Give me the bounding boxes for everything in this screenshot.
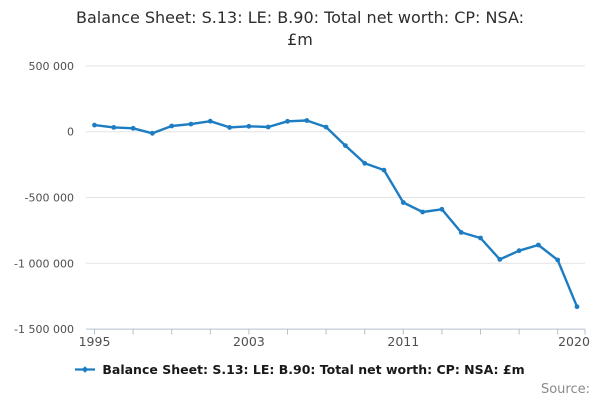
data-point [246, 123, 252, 129]
legend-series-label: Balance Sheet: S.13: LE: B.90: Total net… [102, 362, 525, 377]
data-point [130, 125, 136, 131]
data-point [362, 160, 368, 166]
data-point [400, 200, 406, 205]
data-point [188, 121, 194, 127]
data-point [169, 123, 175, 129]
legend[interactable]: Balance Sheet: S.13: LE: B.90: Total net… [0, 362, 600, 377]
data-point [574, 304, 580, 310]
data-point [497, 257, 503, 262]
data-point [150, 130, 155, 136]
data-point [555, 257, 561, 263]
data-point [265, 124, 271, 130]
y-tick-label: 500 000 [29, 60, 75, 73]
data-point [323, 124, 329, 130]
data-point [439, 206, 445, 212]
data-point [536, 242, 541, 248]
x-tick-label: 2003 [233, 334, 265, 349]
data-point [285, 118, 290, 124]
series-line [93, 119, 579, 308]
y-tick-label: -1 500 000 [14, 323, 74, 336]
y-tick-label: -500 000 [25, 192, 74, 205]
legend-series-marker-icon [75, 366, 96, 373]
data-point [478, 235, 483, 241]
data-point [111, 125, 117, 130]
data-point [420, 209, 425, 215]
data-point [207, 118, 213, 124]
x-tick-label: 2020 [558, 334, 590, 349]
data-point [458, 230, 464, 235]
data-point [92, 122, 97, 128]
y-tick-label: -1 000 000 [14, 257, 74, 270]
data-point [516, 248, 522, 254]
x-tick-label: 1995 [79, 334, 111, 349]
y-tick-label: 0 [67, 126, 74, 139]
data-point [227, 125, 233, 130]
data-point [381, 167, 387, 173]
chart-title: Balance Sheet: S.13: LE: B.90: Total net… [0, 7, 600, 51]
chart-title-line1: Balance Sheet: S.13: LE: B.90: Total net… [75, 8, 525, 27]
chart-title-line2: £m [287, 30, 313, 49]
x-tick-label: 2011 [387, 334, 419, 349]
data-point [304, 118, 310, 123]
source-note: Source: [540, 382, 590, 397]
data-point [343, 143, 348, 149]
